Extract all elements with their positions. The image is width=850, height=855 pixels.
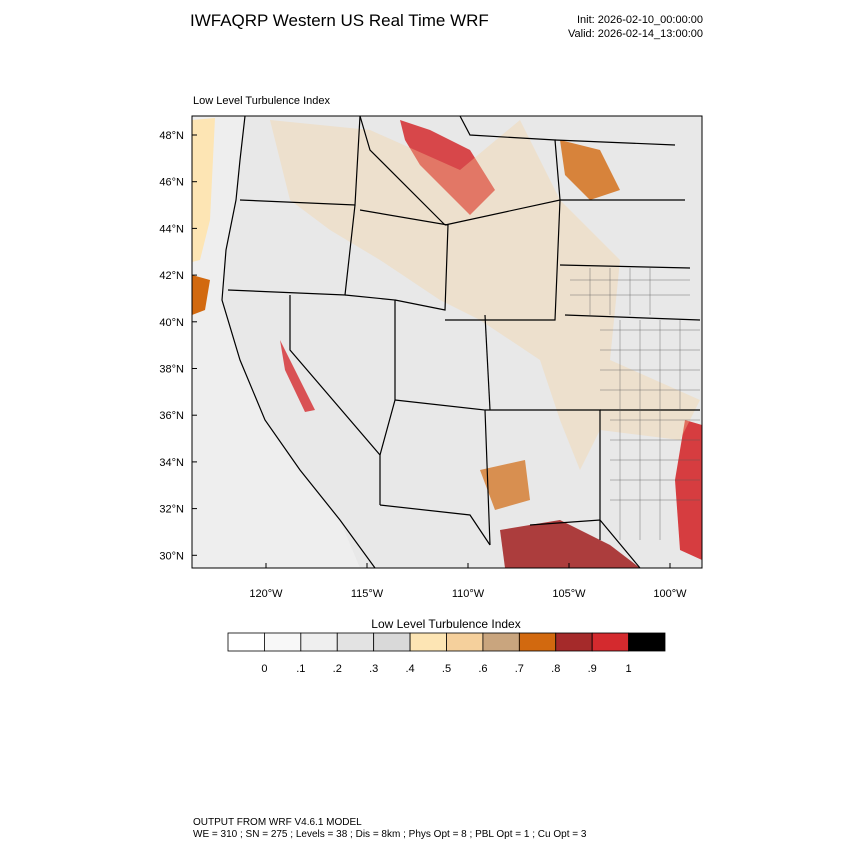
colorbar-label: .7 [515,663,524,675]
colorbar-box [446,632,484,652]
turbulence-patch [280,340,315,412]
lon-label: 105°W [552,588,586,600]
colorbar-label: .6 [478,663,487,675]
init-time: Init: 2026-02-10_00:00:00 [577,14,703,26]
colorbar-box [628,632,666,652]
colorbar-label: .9 [588,663,597,675]
offshore-patch [192,118,215,262]
lat-label: 34°N [159,457,184,469]
lon-labels: 120°W 115°W 110°W 105°W 100°W [249,563,687,600]
valid-time: Valid: 2026-02-14_13:00:00 [568,28,703,40]
lat-label: 40°N [159,317,184,329]
state-borders [221,116,701,568]
lon-label: 110°W [452,588,485,600]
lat-label: 46°N [159,177,184,189]
turbulence-patch [500,520,640,568]
lon-label: 115°W [351,588,384,600]
footer-line: OUTPUT FROM WRF V4.6.1 MODEL [193,817,362,828]
colorbar: 0 .1 .2 .3 .4 .5 .6 .7 .8 .9 1 [227,632,666,675]
colorbar-box [555,632,593,652]
lat-label: 48°N [159,130,184,142]
title: IWFAQRP Western US Real Time WRF [190,11,489,30]
colorbar-label: 1 [626,663,632,675]
colorbar-box [591,632,629,652]
map-frame [191,115,703,569]
turbulence-patch [400,120,495,215]
colorbar-label: 0 [261,663,267,675]
colorbar-label: .1 [296,663,305,675]
colorbar-box [300,632,338,652]
colorbar-title: Low Level Turbulence Index [371,617,520,631]
colorbar-box [336,632,375,652]
lat-label: 38°N [159,364,184,376]
turbulence-region [270,120,700,470]
map-subtitle: Low Level Turbulence Index [193,95,330,107]
colorbar-box [227,632,265,652]
colorbar-label: .4 [405,663,414,675]
colorbar-label: .3 [369,663,378,675]
lon-label: 100°W [653,588,687,600]
lat-label: 30°N [159,550,184,562]
ocean [192,116,360,568]
lat-label: 36°N [159,410,184,422]
turbulence-patch [480,460,530,510]
lat-label: 44°N [159,223,184,235]
lat-label: 42°N [159,270,184,282]
offshore-patch [192,275,210,315]
colorbar-label: .5 [442,663,451,675]
lon-label: 120°W [249,588,283,600]
footer-line: WE = 310 ; SN = 275 ; Levels = 38 ; Dis … [193,829,587,840]
colorbar-box [264,632,302,652]
colorbar-label: .2 [333,663,342,675]
lat-label: 32°N [159,504,184,516]
lat-labels: 48°N 46°N 44°N 42°N 40°N 38°N 36°N 34°N 32°N 30°N [159,130,197,562]
colorbar-box [518,632,557,652]
map: 48°N 46°N 44°N 42°N 40°N 38°N 36°N 34°N 32°N 30°N… [159,115,703,600]
county-lines [570,268,700,540]
colorbar-box [373,632,411,652]
turbulence-patch [675,420,702,560]
colorbar-label: .8 [551,663,560,675]
turbulence-patch [560,140,620,200]
colorbar-box [409,632,447,652]
colorbar-box [482,632,520,652]
